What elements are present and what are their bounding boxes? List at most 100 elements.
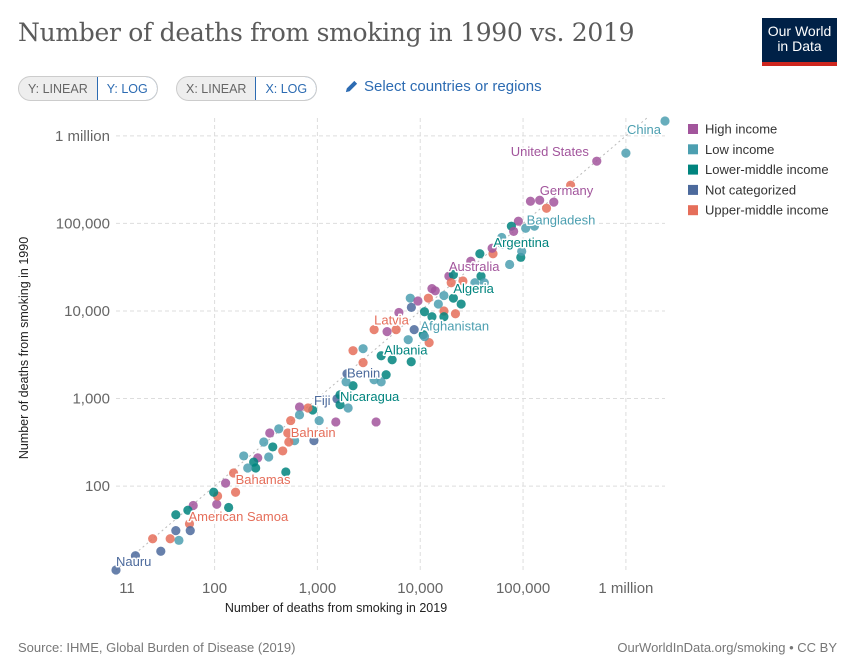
x-scale-toggle[interactable]: X: LINEAR X: LOG — [176, 76, 318, 101]
data-point — [335, 400, 345, 410]
x-linear-button[interactable]: X: LINEAR — [186, 81, 247, 96]
data-point — [525, 196, 536, 206]
data-point — [224, 502, 234, 513]
data-point — [405, 293, 415, 303]
point-label: American Samoa — [188, 509, 288, 524]
data-point — [566, 180, 576, 190]
data-point — [450, 309, 461, 319]
data-point — [294, 410, 305, 420]
point-label: Benin — [347, 366, 380, 381]
data-point — [130, 551, 141, 561]
data-point — [448, 293, 458, 303]
data-point — [541, 203, 552, 213]
data-point — [419, 331, 430, 342]
data-point — [259, 437, 269, 447]
data-point — [165, 534, 175, 544]
point-label: Germany — [540, 183, 594, 198]
point-label: Fiji — [314, 393, 331, 408]
select-countries-button[interactable]: Select countries or regions — [344, 78, 542, 95]
x-tick-label: 1 million — [598, 580, 653, 597]
point-label: Latvia — [374, 313, 409, 328]
x-tick-label: 100,000 — [496, 580, 550, 597]
data-point — [283, 428, 293, 438]
data-point — [406, 357, 416, 367]
point-label: Afghanistan — [420, 319, 489, 334]
data-point — [243, 463, 253, 473]
data-point — [505, 259, 515, 270]
pencil-icon — [345, 80, 358, 93]
data-point — [331, 417, 341, 427]
data-point — [220, 478, 231, 488]
data-point — [549, 197, 559, 207]
data-point — [535, 195, 545, 205]
legend-label: Lower-middle income — [705, 162, 829, 177]
data-point — [174, 535, 184, 545]
point-label: Bahamas — [236, 472, 291, 487]
data-point — [592, 156, 602, 166]
y-tick-label: 1,000 — [72, 391, 110, 408]
data-point — [264, 452, 274, 462]
data-point — [376, 351, 386, 361]
data-point — [148, 534, 158, 544]
point-label: Albania — [384, 343, 428, 358]
data-point — [171, 510, 181, 520]
data-point — [278, 446, 288, 456]
x-log-button[interactable]: X: LOG — [255, 77, 317, 100]
data-point — [458, 276, 468, 286]
data-point — [369, 325, 379, 335]
data-point — [111, 565, 121, 575]
data-point — [286, 415, 296, 426]
y-linear-button[interactable]: Y: LINEAR — [28, 81, 88, 96]
credit-link[interactable]: OurWorldInData.org/smoking • CC BY — [617, 640, 837, 655]
data-point — [228, 468, 239, 478]
data-point — [358, 358, 368, 368]
data-point — [406, 302, 416, 312]
x-axis-title: Number of deaths from smoking in 2019 — [225, 601, 447, 615]
legend-swatch — [688, 124, 698, 134]
axis-ticks: 11 100 1,000 10,000 100,000 1 million 100 1,000… — [55, 128, 653, 597]
data-point — [497, 239, 508, 249]
data-point — [281, 467, 291, 477]
select-countries-label: Select countries or regions — [364, 78, 542, 95]
data-point — [342, 369, 352, 379]
data-point — [521, 223, 531, 233]
point-label: Bangladesh — [527, 212, 596, 227]
data-point — [456, 299, 466, 309]
y-scale-toggle[interactable]: Y: LINEAR Y: LOG — [18, 76, 158, 101]
source-note: Source: IHME, Global Burden of Disease (… — [18, 640, 296, 655]
data-point — [427, 312, 437, 322]
data-point — [470, 278, 480, 288]
y-tick-label: 100 — [85, 478, 110, 495]
data-point — [479, 278, 489, 288]
data-point — [423, 293, 433, 303]
data-point — [284, 437, 294, 447]
data-point — [439, 290, 449, 301]
data-point — [376, 377, 386, 387]
data-point — [249, 457, 259, 467]
data-point — [348, 346, 358, 356]
point-label: Argentina — [493, 235, 549, 250]
grid-lines — [116, 118, 665, 570]
legend-swatch — [688, 164, 698, 175]
data-point — [371, 417, 381, 427]
data-point — [314, 415, 324, 426]
data-point — [335, 390, 345, 400]
owid-logo[interactable]: Our World in Data — [762, 18, 837, 66]
data-point — [529, 221, 540, 231]
data-point — [439, 312, 449, 322]
reference-line — [115, 117, 648, 571]
y-tick-label: 1 million — [55, 128, 110, 145]
point-label: China — [627, 122, 662, 137]
data-point — [230, 487, 241, 497]
point-label: Algeria — [453, 281, 494, 296]
point-label: Australia — [449, 259, 500, 274]
data-point — [487, 243, 497, 253]
point-labels: China United States Germany Bangladesh Argen… — [115, 120, 664, 570]
y-log-button[interactable]: Y: LOG — [96, 77, 157, 100]
x-tick-label: 100 — [202, 580, 227, 597]
data-point — [381, 370, 391, 380]
data-point — [184, 519, 195, 529]
data-point — [185, 526, 195, 536]
point-label: Nauru — [116, 554, 151, 569]
data-point — [274, 424, 284, 434]
